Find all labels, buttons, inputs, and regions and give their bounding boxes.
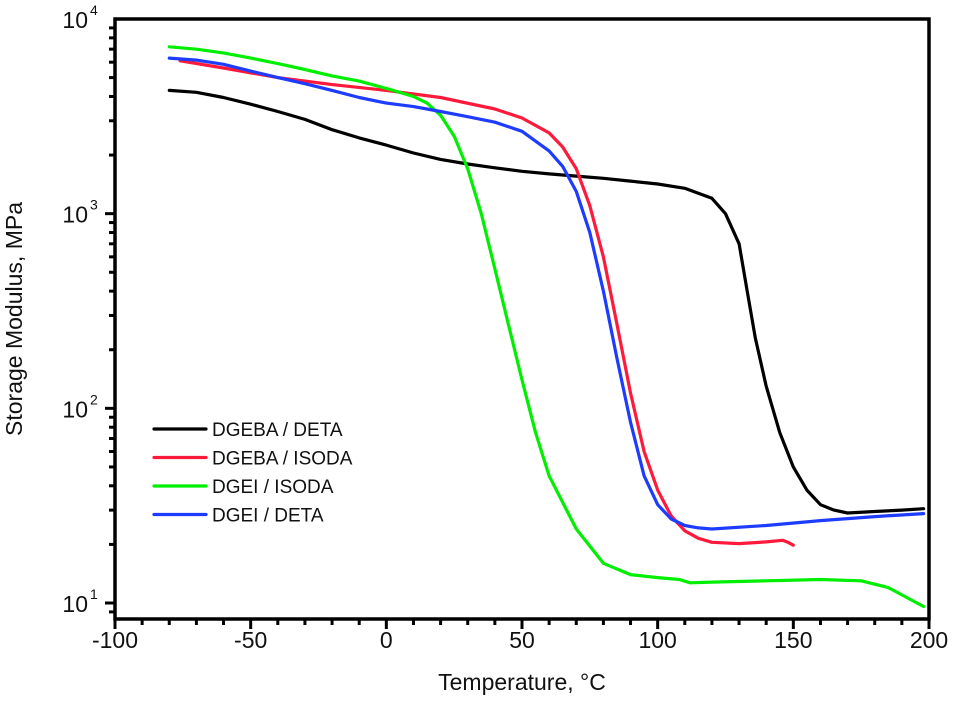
legend-label: DGEI / DETA (212, 506, 324, 527)
legend-item: DGEBA / ISODA (152, 449, 353, 470)
y-axis-title: Storage Modulus, MPa (1, 202, 27, 436)
y-tick-exponent: 1 (90, 586, 98, 602)
series-line-dgei-isoda (167, 45, 926, 609)
y-tick-label: 10 (62, 591, 88, 617)
legend-label: DGEI / ISODA (212, 477, 334, 498)
x-axis-title: Temperature, °C (438, 669, 606, 695)
y-tick-exponent: 3 (90, 197, 98, 213)
x-tick-label: -50 (234, 627, 267, 653)
plot-lines (167, 45, 926, 609)
x-tick-label: 0 (380, 627, 393, 653)
y-tick-label: 10 (62, 202, 88, 228)
series-line-dgeba-deta (167, 88, 926, 515)
x-tick-label: -100 (92, 627, 138, 653)
y-tick-label: 10 (62, 7, 88, 33)
y-tick-label: 10 (62, 396, 88, 422)
y-tick-exponent: 2 (90, 391, 98, 407)
x-tick-label: 50 (509, 627, 535, 653)
y-tick-exponent: 4 (90, 2, 98, 18)
x-axis-ticks (113, 619, 931, 629)
legend-item: DGEBA / DETA (152, 420, 343, 441)
legend: DGEBA / DETA DGEBA / ISODA DGEI / ISODA DGE… (152, 420, 353, 527)
y-axis-ticks (105, 26, 115, 614)
legend-item: DGEI / ISODA (152, 477, 334, 498)
plot-frame (113, 17, 931, 621)
x-tick-label: 150 (774, 627, 812, 653)
legend-item: DGEI / DETA (152, 506, 324, 527)
x-tick-label: 200 (910, 627, 948, 653)
x-axis-tick-labels: -100 -50 0 50 100 150 200 (92, 627, 948, 653)
legend-label: DGEBA / ISODA (212, 449, 353, 470)
series-line-dgei-deta (167, 56, 926, 531)
x-tick-label: 100 (638, 627, 676, 653)
legend-label: DGEBA / DETA (212, 420, 343, 441)
series-line-dgeba-isoda (178, 59, 795, 547)
